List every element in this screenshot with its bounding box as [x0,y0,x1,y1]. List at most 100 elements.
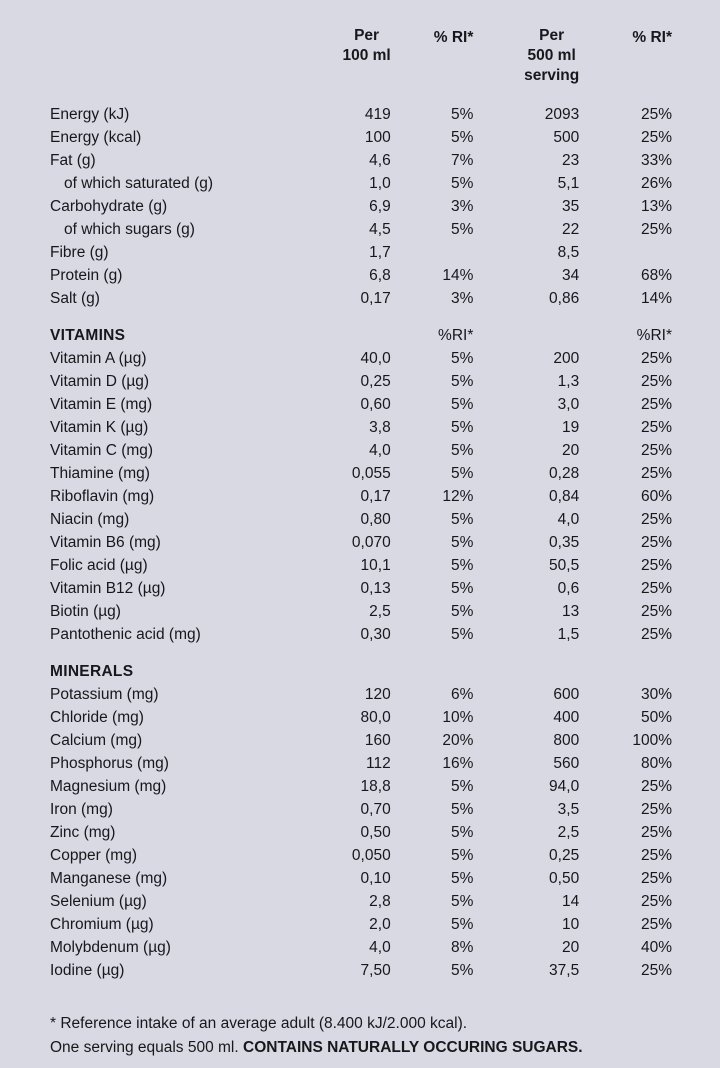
row-value: 5,1 [557,175,580,192]
table-row: Salt (g) 0,17 3% 0,86 14% [50,287,672,310]
row-value: 5% [450,106,474,123]
section-ri-label [473,310,579,347]
row-value: 14% [442,267,474,284]
section-header-row: MINERALS [50,646,672,683]
row-value: 1,5 [557,626,580,643]
row-value: 3,0 [557,396,580,413]
row-value: 4,0 [369,442,391,459]
row-value: 25% [640,778,672,795]
row-value: 100 [364,129,391,146]
table-row: Iodine (µg) 7,50 5% 37,5 25% [50,959,672,982]
row-value: 26% [640,175,672,192]
row-value: 0,25 [549,847,580,864]
row-value: 25% [640,419,672,436]
row-value: 10,1 [360,557,391,574]
row-value: 4,0 [557,511,580,528]
row-value: 0,050 [351,847,391,864]
section-ri-label [473,646,579,683]
row-value: 20 [561,939,580,956]
table-row: Vitamin A (µg) 40,0 5% 200 25% [50,347,672,370]
row-value: 25% [640,396,672,413]
table-row: Energy (kcal) 100 5% 500 25% [50,126,672,149]
row-value: 25% [640,511,672,528]
row-value: 5% [450,801,474,818]
row-value: 25% [640,373,672,390]
row-value: 600 [553,686,580,703]
row-value: 0,10 [360,870,391,887]
row-value: 5% [450,175,474,192]
table-row: Zinc (mg) 0,50 5% 2,5 25% [50,821,672,844]
table-row: Calcium (mg) 160 20% 800 100% [50,729,672,752]
row-value: 14% [640,290,672,307]
row-value: 5% [450,511,474,528]
section-title: MINERALS [50,663,134,680]
row-value: 419 [364,106,391,123]
row-label: Folic acid (µg) [50,557,148,574]
row-label: Energy (kcal) [50,129,142,146]
row-value: 30% [640,686,672,703]
footnote-line-2-bold: CONTAINS NATURALLY OCCURING SUGARS. [243,1039,583,1056]
row-value: 18,8 [360,778,391,795]
row-value: 25% [640,603,672,620]
table-row: Phosphorus (mg) 112 16% 560 80% [50,752,672,775]
table-row: Fat (g) 4,6 7% 23 33% [50,149,672,172]
row-value: 25% [640,824,672,841]
row-label: Thiamine (mg) [50,465,150,482]
row-value: 14 [561,893,580,910]
row-value: 1,7 [369,244,391,261]
row-value: 560 [553,755,580,772]
section-header-row: VITAMINS %RI* %RI* [50,310,672,347]
row-label: Potassium (mg) [50,686,159,703]
header-label-spacer [50,26,300,103]
row-value: 1,3 [557,373,580,390]
row-value: 5% [450,778,474,795]
footnote-line-2-text: One serving equals 500 ml. [50,1039,243,1056]
footnote: * Reference intake of an average adult (… [50,1012,672,1060]
row-value: 25% [640,557,672,574]
row-value: 100% [632,732,672,749]
row-label: Magnesium (mg) [50,778,167,795]
row-label: of which sugars (g) [64,221,195,238]
row-value: 0,17 [360,290,391,307]
row-value: 25% [640,870,672,887]
row-value: 94,0 [549,778,580,795]
row-value: 7,50 [360,962,391,979]
row-value: 4,0 [369,939,391,956]
table-row: of which saturated (g) 1,0 5% 5,1 26% [50,172,672,195]
row-value: 2,8 [369,893,391,910]
row-value: 10 [561,916,580,933]
section-ri-label [300,310,391,347]
table-row: Vitamin B6 (mg) 0,070 5% 0,35 25% [50,531,672,554]
row-value: 2,0 [369,916,391,933]
row-value: 68% [640,267,672,284]
table-row: Vitamin C (mg) 4,0 5% 20 25% [50,439,672,462]
row-value: 5% [450,870,474,887]
row-value: 0,17 [360,488,391,505]
header-per-100ml: Per 100 ml [342,27,391,64]
table-row: Copper (mg) 0,050 5% 0,25 25% [50,844,672,867]
section-ri-label [391,646,474,683]
row-value: 5% [450,557,474,574]
row-value: 5% [450,626,474,643]
row-label: Vitamin E (mg) [50,396,153,413]
row-value: 20 [561,442,580,459]
row-value: 0,6 [557,580,580,597]
row-value: 40% [640,939,672,956]
row-value: 0,070 [351,534,391,551]
row-value: 3,5 [557,801,580,818]
table-row: Magnesium (mg) 18,8 5% 94,0 25% [50,775,672,798]
footnote-line-2: One serving equals 500 ml. CONTAINS NATU… [50,1036,672,1060]
row-value: 5% [450,419,474,436]
row-value: 5% [450,824,474,841]
row-value: 25% [640,626,672,643]
row-label: Biotin (µg) [50,603,121,620]
row-value: 0,80 [360,511,391,528]
row-value: 25% [640,129,672,146]
row-value: 60% [640,488,672,505]
row-value: 2093 [544,106,580,123]
row-label: Zinc (mg) [50,824,116,841]
row-value: 3,8 [369,419,391,436]
row-value: 0,50 [549,870,580,887]
row-value: 120 [364,686,391,703]
